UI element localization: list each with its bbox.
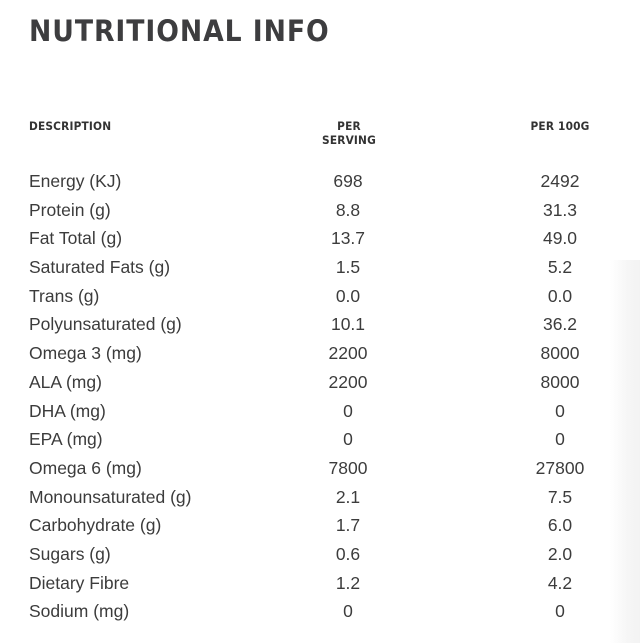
header-description: DESCRIPTION: [29, 119, 112, 133]
row-per-serving: 10.1: [330, 314, 366, 335]
table-row: Carbohydrate (g) 1.7 6.0: [0, 512, 640, 541]
row-per-serving: 8.8: [335, 199, 361, 220]
header-per-serving: PER SERVING: [322, 119, 376, 147]
row-description: Sugars (g): [29, 543, 111, 564]
row-description: Omega 3 (mg): [29, 343, 142, 364]
row-description: Sodium (mg): [29, 601, 130, 622]
row-description: Protein (g): [29, 199, 111, 220]
row-description: Carbohydrate (g): [29, 515, 162, 536]
edge-shadow: [610, 260, 640, 643]
table-row: Dietary Fibre 1.2 4.2: [0, 570, 640, 599]
row-description: Energy (KJ): [29, 171, 122, 191]
row-per-100g: 27800: [535, 457, 585, 478]
table-row: Omega 6 (mg) 7800 27800: [0, 455, 640, 484]
table-row: DHA (mg) 0 0: [0, 398, 640, 427]
table-row: Saturated Fats (g) 1.5 5.2: [0, 254, 640, 283]
row-per-serving: 1.7: [335, 515, 361, 536]
row-per-serving: 2200: [328, 371, 368, 392]
row-per-100g: 0.0: [547, 285, 573, 306]
nutrition-table: Energy (KJ) 698 2492 Protein (g) 8.8 31.3 Fat …: [0, 168, 640, 627]
row-per-serving: 0: [343, 601, 353, 622]
row-per-serving: 0: [343, 429, 353, 450]
row-description: DHA (mg): [29, 400, 106, 421]
row-per-100g: 2492: [540, 171, 580, 191]
row-description: Polyunsaturated (g): [29, 314, 182, 335]
table-row: Monounsaturated (g) 2.1 7.5: [0, 484, 640, 513]
row-description: Monounsaturated (g): [29, 486, 192, 507]
header-per-100g: PER 100G: [530, 119, 590, 133]
table-row: Sugars (g) 0.6 2.0: [0, 541, 640, 570]
row-description: EPA (mg): [29, 429, 103, 450]
row-per-100g: 7.5: [547, 486, 573, 507]
table-row: Sodium (mg) 0 0: [0, 598, 640, 627]
row-per-serving: 0.0: [335, 285, 361, 306]
row-per-100g: 8000: [540, 371, 580, 392]
row-description: Omega 6 (mg): [29, 457, 142, 478]
row-per-serving: 0: [343, 400, 353, 421]
row-per-100g: 6.0: [547, 515, 573, 536]
row-per-100g: 5.2: [547, 257, 573, 278]
row-per-100g: 49.0: [542, 228, 578, 249]
row-description: Saturated Fats (g): [29, 257, 171, 278]
table-row: Protein (g) 8.8 31.3: [0, 197, 640, 226]
row-per-serving: 13.7: [330, 228, 366, 249]
row-description: Fat Total (g): [29, 228, 123, 249]
table-row: Trans (g) 0.0 0.0: [0, 283, 640, 312]
table-row: Fat Total (g) 13.7 49.0: [0, 225, 640, 254]
table-row: Omega 3 (mg) 2200 8000: [0, 340, 640, 369]
row-description: Trans (g): [29, 285, 100, 306]
row-per-100g: 0: [555, 400, 565, 421]
table-row: Energy (KJ) 698 2492: [0, 168, 640, 197]
row-per-serving: 1.2: [335, 572, 361, 593]
row-per-100g: 0: [555, 429, 565, 450]
row-per-serving: 698: [333, 171, 363, 191]
table-row: EPA (mg) 0 0: [0, 426, 640, 455]
row-description: ALA (mg): [29, 371, 102, 392]
row-per-100g: 36.2: [542, 314, 578, 335]
row-description: Dietary Fibre: [29, 572, 130, 593]
row-per-100g: 8000: [540, 343, 580, 364]
row-per-100g: 0: [555, 601, 565, 622]
row-per-serving: 0.6: [335, 543, 361, 564]
row-per-serving: 2.1: [335, 486, 361, 507]
row-per-100g: 2.0: [547, 543, 573, 564]
row-per-100g: 31.3: [542, 199, 578, 220]
table-row: ALA (mg) 2200 8000: [0, 369, 640, 398]
page-title: NUTRITIONAL INFO: [29, 14, 330, 48]
row-per-serving: 1.5: [335, 257, 361, 278]
row-per-serving: 2200: [328, 343, 368, 364]
row-per-serving: 7800: [328, 457, 368, 478]
table-row: Polyunsaturated (g) 10.1 36.2: [0, 311, 640, 340]
row-per-100g: 4.2: [547, 572, 573, 593]
